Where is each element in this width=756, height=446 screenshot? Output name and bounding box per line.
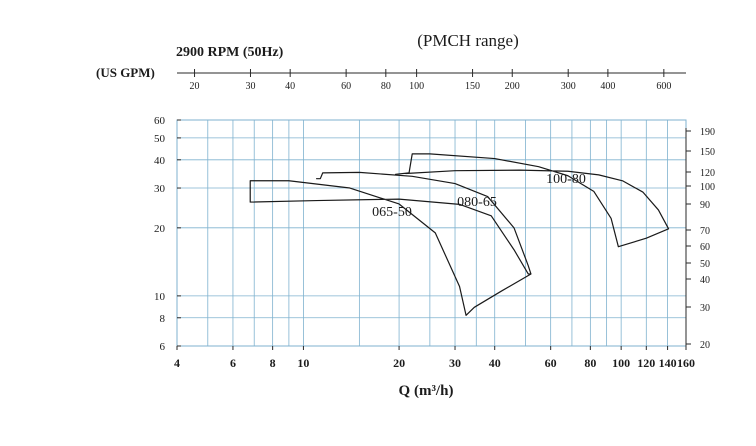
x-top-tick-label: 300 bbox=[561, 81, 576, 92]
y-right-tick-label: 50 bbox=[700, 259, 710, 270]
left-axis: 6 8 10 20 30 40 50 60 bbox=[154, 115, 181, 353]
chart-title: (PMCH range) bbox=[417, 31, 519, 50]
y-right-tick-label: 70 bbox=[700, 226, 710, 237]
x-bottom-tick-label: 100 bbox=[612, 356, 630, 370]
x-bottom-tick-label: 160 bbox=[677, 356, 695, 370]
x-bottom-tick-label: 60 bbox=[545, 356, 557, 370]
x-bottom-tick-label: 20 bbox=[393, 356, 405, 370]
y-left-tick-label: 20 bbox=[154, 223, 166, 235]
x-bottom-tick-label: 6 bbox=[230, 356, 236, 370]
y-left-tick-label: 8 bbox=[160, 313, 166, 325]
x-top-tick-label: 40 bbox=[285, 81, 295, 92]
series-group: 065-50 080-65 100-80 bbox=[249, 153, 670, 316]
y-right-tick-label: 30 bbox=[700, 303, 710, 314]
y-right-tick-label: 150 bbox=[700, 147, 715, 158]
y-right-tick-label: 120 bbox=[700, 168, 715, 179]
x-bottom-tick-label: 140 bbox=[659, 356, 677, 370]
right-axis: 20 30 40 50 60 70 90 100 120 150 190 bbox=[685, 127, 715, 351]
x-axis-label: Q (m³/h) bbox=[399, 383, 454, 399]
y-left-tick-label: 10 bbox=[154, 291, 166, 303]
x-top-tick-label: 150 bbox=[465, 81, 480, 92]
x-top-tick-label: 20 bbox=[190, 81, 200, 92]
x-top-tick-label: 30 bbox=[245, 81, 255, 92]
series-envelope-080-65 bbox=[315, 171, 532, 275]
y-left-tick-label: 6 bbox=[160, 341, 166, 353]
x-top-tick-label: 80 bbox=[381, 81, 391, 92]
x-bottom-tick-label: 40 bbox=[489, 356, 501, 370]
top-axis: 20 30 40 60 80 100 150 200 300 400 600 bbox=[177, 69, 686, 92]
series-envelope-065-50 bbox=[249, 180, 532, 316]
y-right-tick-label: 100 bbox=[700, 182, 715, 193]
chart-subtitle: 2900 RPM (50Hz) bbox=[176, 45, 284, 60]
y-right-tick-label: 190 bbox=[700, 127, 715, 138]
x-top-tick-label: 60 bbox=[341, 81, 351, 92]
y-left-tick-label: 30 bbox=[154, 183, 166, 195]
y-right-tick-label: 90 bbox=[700, 200, 710, 211]
x-top-tick-label: 400 bbox=[600, 81, 615, 92]
x-bottom-tick-label: 10 bbox=[297, 356, 309, 370]
y-right-tick-label: 20 bbox=[700, 340, 710, 351]
x-bottom-tick-label: 120 bbox=[637, 356, 655, 370]
y-left-tick-label: 40 bbox=[154, 155, 166, 167]
y-right-tick-label: 60 bbox=[700, 242, 710, 253]
x-bottom-tick-label: 30 bbox=[449, 356, 461, 370]
y-left-tick-label: 50 bbox=[154, 133, 166, 145]
series-envelope-100-80 bbox=[394, 153, 670, 248]
x-bottom-tick-label: 8 bbox=[270, 356, 276, 370]
series-label-080-65: 080-65 bbox=[457, 195, 497, 210]
series-label-065-50: 065-50 bbox=[372, 205, 412, 220]
x-top-tick-label: 200 bbox=[505, 81, 520, 92]
x-bottom-tick-label: 4 bbox=[174, 356, 180, 370]
top-axis-label: (US GPM) bbox=[96, 65, 155, 80]
y-right-tick-label: 40 bbox=[700, 275, 710, 286]
bottom-axis: 4 6 8 10 20 30 40 60 80 100 120 140 160 bbox=[174, 346, 695, 370]
x-top-tick-label: 100 bbox=[409, 81, 424, 92]
x-top-tick-label: 600 bbox=[656, 81, 671, 92]
x-bottom-tick-label: 80 bbox=[584, 356, 596, 370]
series-label-100-80: 100-80 bbox=[546, 172, 586, 187]
y-left-tick-label: 60 bbox=[154, 115, 166, 127]
